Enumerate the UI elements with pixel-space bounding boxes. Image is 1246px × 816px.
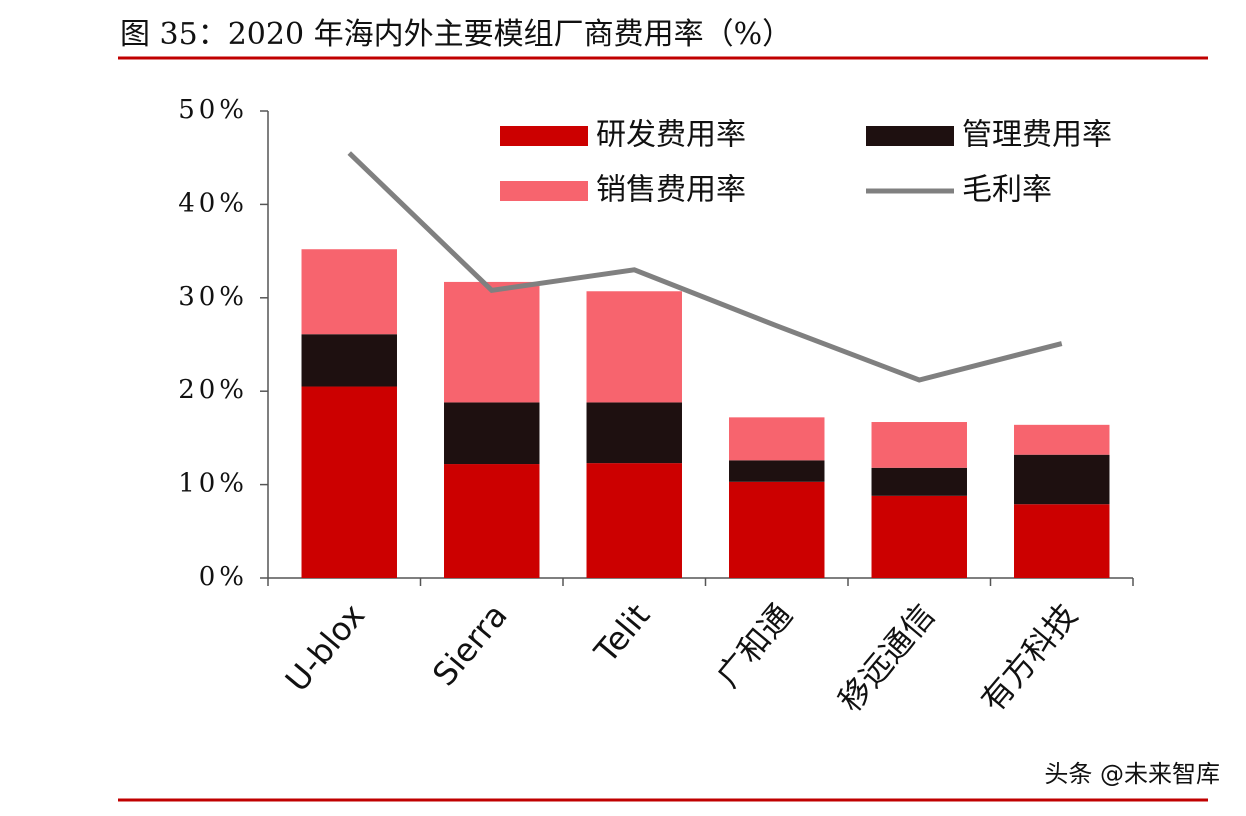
bar-segment [729,481,825,578]
bar-segment [586,463,682,578]
watermark: 头条 @未来智库 [1044,760,1220,788]
legend-label: 研发费用率 [596,118,746,153]
bar-segment [1014,504,1110,578]
x-tick-label: 有方科技 [973,597,1084,719]
x-tick-label: 移远通信 [831,597,942,719]
bar-segment [444,402,540,465]
bar-segment [301,249,397,335]
legend-swatch [500,181,588,201]
legend-label: 管理费用率 [962,118,1112,153]
chart-title: 图 35：2020 年海内外主要模组厂商费用率（%） [120,17,792,52]
y-tick-label: 40% [178,188,248,218]
y-tick-label: 50% [178,95,248,125]
bar-segment [444,281,540,403]
y-tick-label: 20% [178,375,248,405]
legend-label: 销售费用率 [596,173,746,208]
bar-segment [586,402,682,464]
bar-segment [729,460,825,482]
x-tick-label: U-blox [278,597,372,699]
bar-segment [586,291,682,403]
y-tick-label: 10% [178,469,248,499]
bar-segment [301,386,397,578]
legend-label: 毛利率 [962,173,1052,208]
legend-swatch [500,126,588,146]
bar-segment [729,417,825,461]
bar-segment [444,464,540,578]
y-tick-label: 0% [199,562,248,592]
bar-segment [871,495,967,578]
legend-swatch [866,126,954,146]
line [347,151,1063,383]
x-tick-label: 广和通 [709,597,800,695]
bar-segment [1014,454,1110,505]
bar-segment [1014,424,1110,455]
y-tick-label: 30% [178,282,248,312]
bar-segment [871,422,967,468]
x-tick-label: Telit [586,597,657,671]
bar-segment [871,467,967,496]
x-tick-label: Sierra [425,597,515,694]
bar-segment [301,334,397,387]
